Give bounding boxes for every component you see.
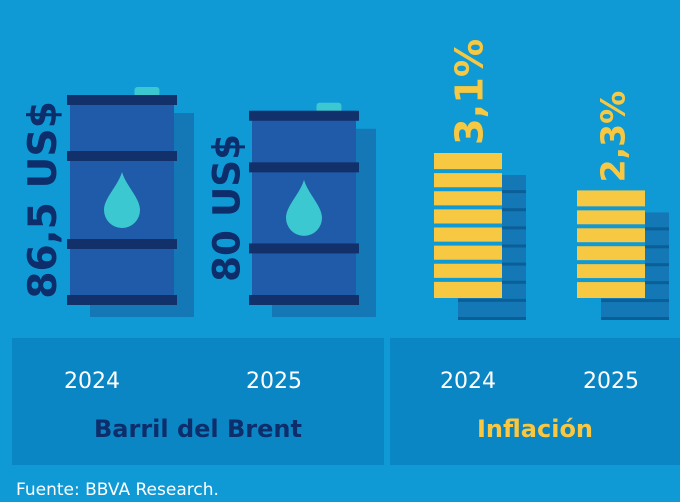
barrel-rim	[67, 239, 177, 249]
coin-gap	[577, 260, 645, 265]
value-label: 80 US$	[204, 134, 248, 282]
coin-gap	[434, 259, 502, 264]
coin-gap	[434, 187, 502, 192]
category-label: 2024	[64, 369, 120, 394]
coin-gap	[577, 224, 645, 229]
coin-stack	[577, 190, 669, 320]
drop-icon	[104, 172, 140, 228]
coin-gap	[434, 223, 502, 228]
coin-gap	[577, 278, 645, 283]
source: Fuente: BBVA Research.	[16, 480, 219, 500]
value-label: 86,5 US$	[21, 101, 66, 299]
coin-gap	[434, 277, 502, 282]
barrel-rim	[249, 295, 359, 305]
value-label: 3,1%	[448, 39, 493, 145]
coin-gap	[434, 169, 502, 174]
coin-gap	[577, 242, 645, 247]
barrel-rim	[67, 151, 177, 161]
stack-shadow-gap	[601, 317, 669, 320]
barrel-rim	[249, 162, 359, 173]
barrel-rim	[249, 243, 359, 254]
barrel-rim	[67, 295, 177, 305]
panel-left	[12, 338, 384, 465]
barrel-lid	[134, 87, 160, 97]
chart-title: Inflación	[477, 415, 593, 443]
barrel-rim	[67, 95, 177, 105]
drop-icon	[286, 179, 322, 236]
category-label: 2024	[440, 369, 496, 394]
stack-shadow-gap	[458, 317, 526, 320]
coin-stack	[434, 153, 526, 320]
coin-gap	[577, 206, 645, 211]
panel-right	[390, 338, 680, 465]
barrel-lid	[316, 102, 342, 113]
value-label: 2,3%	[594, 91, 633, 183]
coin-gap	[434, 241, 502, 246]
coin-gap	[434, 205, 502, 210]
category-label: 2025	[246, 369, 302, 394]
stack-shadow-gap	[601, 299, 669, 303]
chart-title: Barril del Brent	[94, 415, 302, 443]
barrel-rim	[249, 110, 359, 121]
stack-shadow-gap	[458, 298, 526, 302]
category-label: 2025	[583, 369, 639, 394]
